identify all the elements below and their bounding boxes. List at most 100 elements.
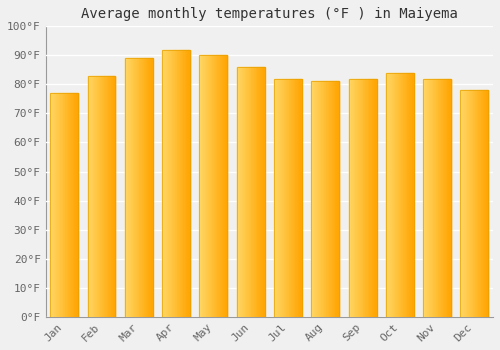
Bar [327, 82, 328, 317]
Bar [315, 82, 316, 317]
Bar [485, 90, 486, 317]
Bar [168, 49, 169, 317]
Bar [145, 58, 146, 317]
Bar [359, 78, 360, 317]
Bar [292, 78, 293, 317]
Bar [166, 49, 167, 317]
Bar [312, 82, 339, 317]
Bar [476, 90, 477, 317]
Bar [263, 67, 264, 317]
Bar [138, 58, 139, 317]
Bar [73, 93, 74, 317]
Bar [296, 78, 297, 317]
Bar [335, 82, 336, 317]
Bar [189, 49, 190, 317]
Bar [433, 78, 434, 317]
Bar [144, 58, 145, 317]
Bar [463, 90, 464, 317]
Bar [281, 78, 282, 317]
Bar [131, 58, 132, 317]
Bar [409, 73, 410, 317]
Bar [74, 93, 75, 317]
Bar [466, 90, 467, 317]
Bar [286, 78, 287, 317]
Bar [324, 82, 325, 317]
Bar [77, 93, 78, 317]
Bar [350, 78, 351, 317]
Bar [139, 58, 140, 317]
Bar [212, 55, 213, 317]
Bar [62, 93, 63, 317]
Bar [102, 76, 103, 317]
Bar [460, 90, 461, 317]
Bar [207, 55, 208, 317]
Bar [388, 73, 389, 317]
Bar [211, 55, 212, 317]
Bar [96, 76, 97, 317]
Bar [328, 82, 329, 317]
Bar [50, 93, 51, 317]
Bar [386, 73, 387, 317]
Bar [162, 49, 163, 317]
Bar [95, 76, 96, 317]
Bar [397, 73, 398, 317]
Bar [174, 49, 175, 317]
Bar [274, 78, 275, 317]
Bar [283, 78, 284, 317]
Bar [221, 55, 222, 317]
Bar [169, 49, 170, 317]
Bar [140, 58, 141, 317]
Bar [66, 93, 67, 317]
Bar [177, 49, 178, 317]
Bar [258, 67, 259, 317]
Bar [254, 67, 255, 317]
Bar [386, 73, 414, 317]
Bar [220, 55, 221, 317]
Bar [209, 55, 210, 317]
Bar [279, 78, 280, 317]
Bar [112, 76, 113, 317]
Bar [460, 90, 488, 317]
Bar [163, 49, 164, 317]
Title: Average monthly temperatures (°F ) in Maiyema: Average monthly temperatures (°F ) in Ma… [81, 7, 458, 21]
Bar [284, 78, 285, 317]
Bar [105, 76, 106, 317]
Bar [58, 93, 59, 317]
Bar [293, 78, 294, 317]
Bar [141, 58, 142, 317]
Bar [241, 67, 242, 317]
Bar [479, 90, 480, 317]
Bar [239, 67, 240, 317]
Bar [299, 78, 300, 317]
Bar [402, 73, 403, 317]
Bar [256, 67, 257, 317]
Bar [250, 67, 251, 317]
Bar [215, 55, 216, 317]
Bar [150, 58, 151, 317]
Bar [101, 76, 102, 317]
Bar [425, 78, 426, 317]
Bar [227, 55, 228, 317]
Bar [182, 49, 183, 317]
Bar [336, 82, 337, 317]
Bar [396, 73, 397, 317]
Bar [248, 67, 249, 317]
Bar [316, 82, 317, 317]
Bar [331, 82, 332, 317]
Bar [437, 78, 438, 317]
Bar [63, 93, 64, 317]
Bar [372, 78, 373, 317]
Bar [137, 58, 138, 317]
Bar [407, 73, 408, 317]
Bar [321, 82, 322, 317]
Bar [446, 78, 447, 317]
Bar [349, 78, 350, 317]
Bar [326, 82, 327, 317]
Bar [70, 93, 71, 317]
Bar [320, 82, 321, 317]
Bar [314, 82, 315, 317]
Bar [394, 73, 395, 317]
Bar [90, 76, 91, 317]
Bar [354, 78, 356, 317]
Bar [368, 78, 369, 317]
